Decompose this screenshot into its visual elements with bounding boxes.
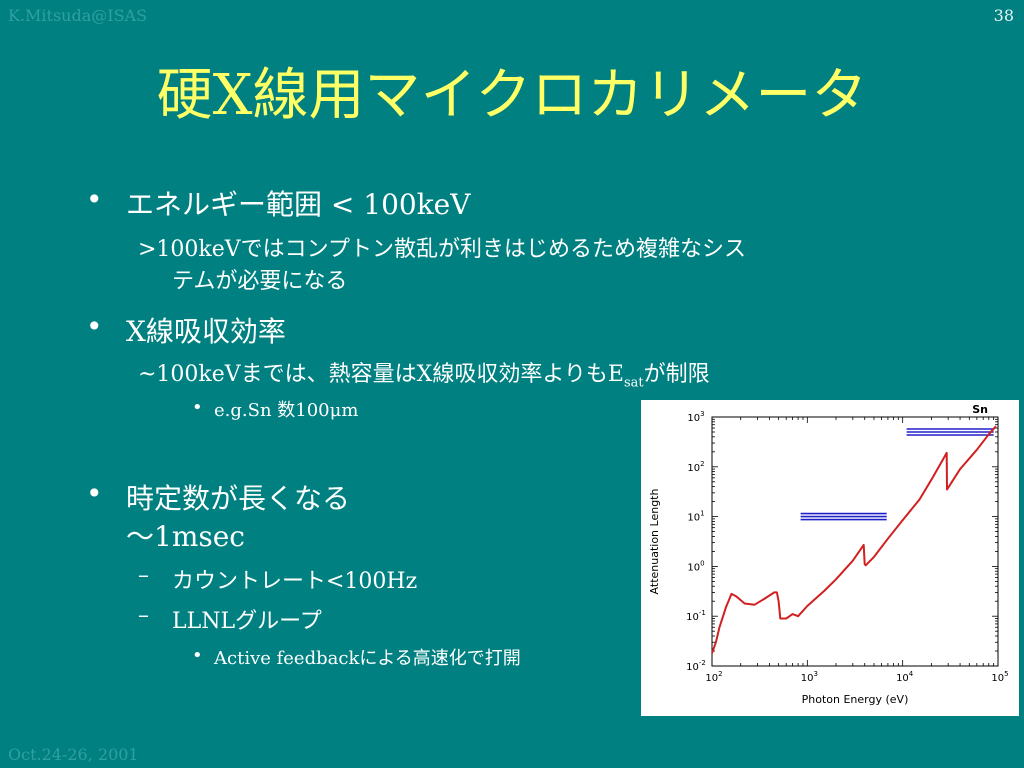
x-tick-label: 105 — [991, 670, 1008, 684]
attenuation-curve — [711, 425, 997, 654]
x-tick-label: 104 — [896, 670, 914, 684]
bullet-time-constant: 時定数が長くなる — [126, 482, 351, 515]
bullet-marker: • — [192, 397, 203, 418]
bullet-count-rate: カウントレート<100Hz — [172, 569, 418, 594]
page-number: 38 — [993, 6, 1014, 25]
y-tick-label: 103 — [687, 410, 704, 424]
plot-frame — [711, 416, 999, 667]
heat-capacity-text-end: が制限 — [643, 362, 710, 387]
bullet-marker: • — [86, 183, 103, 216]
author-label: K.Mitsuda@ISAS — [8, 6, 148, 25]
slide-title: 硬X線用マイクロカリメータ — [0, 50, 1024, 131]
bullet-llnl: LLNLグループ — [172, 609, 322, 634]
bullet-sn-example: e.g.Sn 数100μm — [214, 400, 359, 421]
x-axis-label: Photon Energy (eV) — [802, 693, 909, 706]
title-post: 線用マイクロカリメータ — [252, 63, 868, 128]
y-tick-label: 100 — [687, 559, 704, 573]
bullet-marker: • — [192, 645, 203, 666]
esat-subscript: sat — [623, 375, 644, 391]
x-tick-label: 103 — [801, 670, 818, 684]
bullet-1msec: 〜1msec — [126, 520, 245, 553]
date-label: Oct.24-26, 2001 — [8, 745, 139, 764]
bullet-heat-capacity: ~100keVまでは、熱容量はX線吸収効率よりもEsatが制限 — [138, 356, 710, 390]
y-axis-label: Attenuation Length — [648, 489, 661, 595]
title-x: X — [212, 63, 253, 128]
dash-marker: – — [138, 563, 149, 588]
bullet-energy-range: エネルギー範囲 < 100keV — [126, 188, 471, 221]
bullet-active-feedback: Active feedbackによる高速化で打開 — [214, 648, 521, 669]
bullet-compton-1: >100keVではコンプトン散乱が利きはじめるため複雑なシス — [138, 237, 747, 262]
attenuation-chart-svg: 102 103 104 105 10-2 10-1 100 101 102 103 Photon E… — [648, 403, 1009, 706]
bullet-marker: • — [86, 477, 103, 510]
y-tick-label: 101 — [687, 510, 704, 524]
heat-capacity-text: ~100keVまでは、熱容量はX線吸収効率よりもE — [138, 362, 624, 387]
attenuation-chart: 102 103 104 105 10-2 10-1 100 101 102 103 Photon E… — [641, 400, 1019, 716]
bullet-marker: • — [86, 310, 103, 343]
chart-title: Sn — [972, 403, 988, 416]
bullet-absorption: X線吸収効率 — [126, 315, 286, 348]
x-tick-label: 102 — [705, 670, 722, 684]
bullet-compton-2: テムが必要になる — [172, 269, 348, 294]
y-tick-label: 10-2 — [686, 659, 706, 673]
title-pre: 硬 — [156, 63, 213, 128]
y-tick-label: 10-1 — [686, 609, 706, 623]
y-tick-label: 102 — [687, 460, 704, 474]
dash-marker: – — [138, 603, 149, 628]
